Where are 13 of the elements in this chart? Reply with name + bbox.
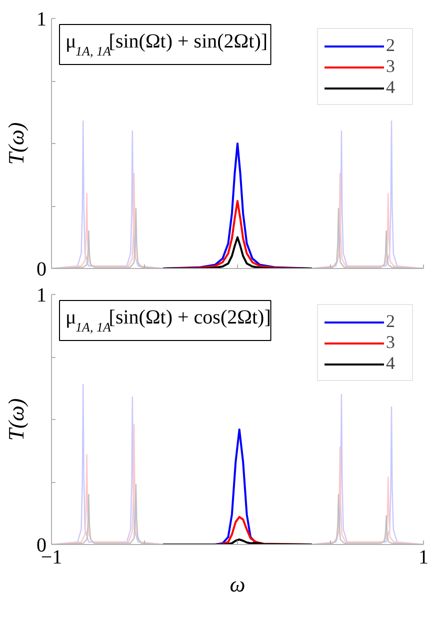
legend-label: 2 <box>386 35 396 56</box>
legend-label: 3 <box>386 56 396 77</box>
legend-label: 4 <box>386 77 396 98</box>
y-tick-label: 1 <box>36 284 46 306</box>
line-series <box>162 236 313 268</box>
y-axis-title: T(ω) <box>4 398 28 441</box>
x-axis-title: ω <box>230 572 246 596</box>
y-tick-label: 1 <box>36 8 46 30</box>
legend-label: 2 <box>386 311 396 332</box>
y-tick-label: 0 <box>36 258 46 280</box>
legend-label: 3 <box>386 332 396 353</box>
y-axis-title: T(ω) <box>4 122 28 165</box>
legend-label: 4 <box>386 353 396 374</box>
